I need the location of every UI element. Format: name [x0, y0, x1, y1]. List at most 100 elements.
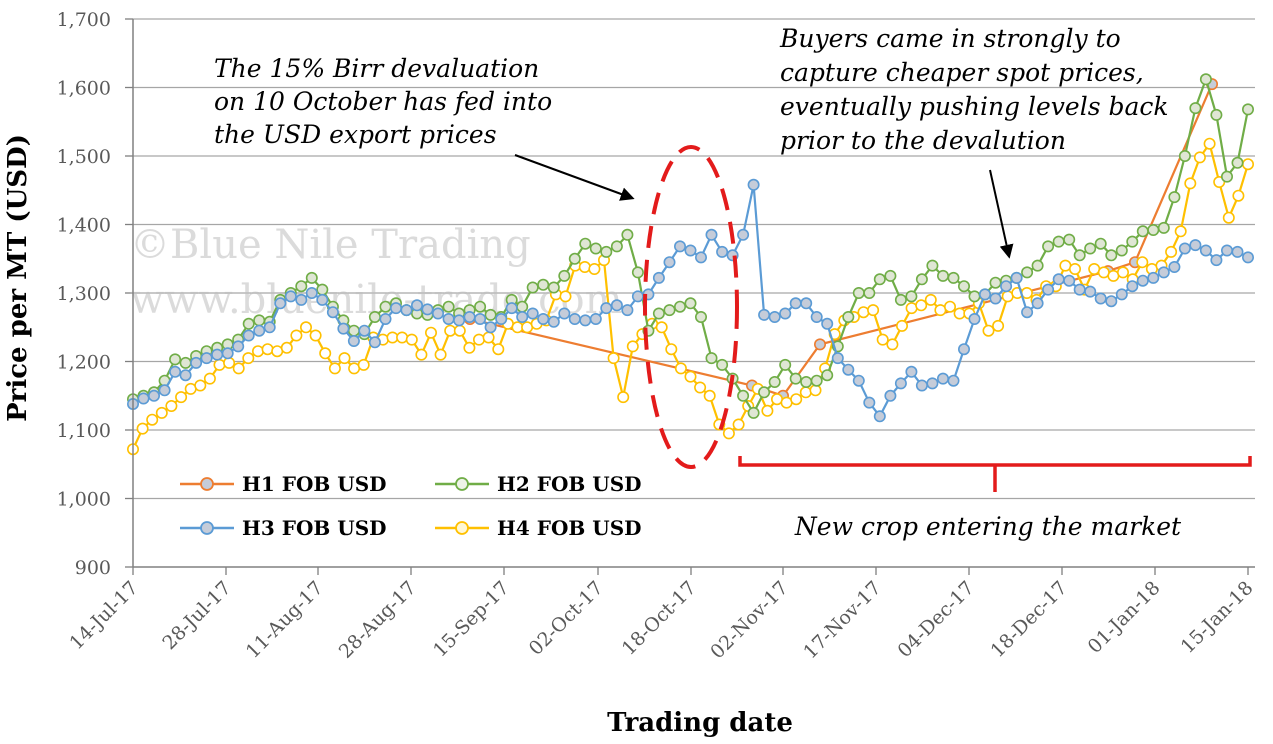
data-point-h4 [924, 293, 937, 306]
data-point-h3 [1242, 251, 1255, 264]
gridlines: 900 1,000 1,100 1,200 1,300 1,400 1,500 1,600 1,… [57, 9, 1255, 579]
data-point-h3 [410, 299, 423, 312]
data-point-h3 [442, 312, 455, 325]
x-tick-label: 15-Sep-17 [429, 577, 514, 662]
data-point-h2 [484, 308, 497, 321]
data-point-h3 [337, 322, 350, 335]
data-point-h4 [1242, 158, 1255, 171]
data-point-h4 [309, 329, 322, 342]
data-point-h3 [368, 336, 381, 349]
data-point-h2 [1063, 233, 1076, 246]
data-point-h2 [631, 266, 644, 279]
data-point-h3 [347, 334, 360, 347]
data-point-h4 [492, 343, 505, 356]
data-point-h2 [368, 310, 381, 323]
data-point-h4 [232, 362, 245, 375]
data-point-h4 [1069, 262, 1082, 275]
data-point-h4 [252, 345, 265, 358]
data-point-h2 [242, 317, 255, 330]
data-point-h4 [472, 333, 485, 346]
data-point-h4 [194, 379, 207, 392]
data-point-h3 [263, 321, 276, 334]
data-point-h4 [338, 352, 351, 365]
data-point-h4 [665, 343, 678, 356]
data-point-h2 [1168, 191, 1181, 204]
data-point-h3 [1221, 244, 1234, 257]
data-point-h3 [221, 347, 234, 360]
data-point-h3 [484, 321, 497, 334]
data-point-h4 [674, 362, 687, 375]
data-point-h3 [305, 286, 318, 299]
data-point-h2 [547, 281, 560, 294]
data-point-h2 [442, 300, 455, 313]
data-point-h3 [190, 356, 203, 369]
data-point-h3 [1105, 295, 1118, 308]
data-point-h3 [453, 314, 466, 327]
data-point-h3 [957, 343, 970, 356]
annotations: The 15% Birr devaluation on 10 October ha… [214, 24, 1252, 541]
data-point-h2 [347, 324, 360, 337]
data-point-h3 [610, 299, 623, 312]
data-point-h3 [1115, 288, 1128, 301]
data-point-h3 [810, 310, 823, 323]
highlight-ellipse [643, 145, 739, 469]
x-tick-label: 11-Aug-17 [242, 577, 328, 663]
data-point-h2 [516, 300, 529, 313]
legend-marker-h3 [200, 521, 214, 535]
data-point-h3 [579, 314, 592, 327]
data-point-h3 [1021, 306, 1034, 319]
data-point-h3 [295, 293, 308, 306]
data-point-h2 [1242, 103, 1255, 116]
data-point-h4 [1203, 137, 1216, 150]
data-point-h3 [148, 389, 161, 402]
data-point-h3 [894, 377, 907, 390]
annotation-buyers-line: prior to the devalution [780, 126, 1066, 155]
data-point-h3 [400, 304, 413, 317]
data-point-h3 [505, 302, 518, 315]
x-tick-label: 02-Nov-17 [706, 577, 792, 663]
data-point-h3 [1000, 280, 1013, 293]
data-point-h2 [905, 290, 918, 303]
legend-marker-h4 [455, 521, 469, 535]
data-point-h4 [1232, 189, 1245, 202]
data-point-h2 [968, 290, 981, 303]
data-point-h4 [617, 391, 630, 404]
data-point-h3 [526, 307, 539, 320]
data-point-h2 [1021, 266, 1034, 279]
y-tick-label: 900 [75, 557, 111, 579]
x-tick-label: 04-Dec-17 [893, 577, 978, 662]
data-point-h2 [758, 386, 771, 399]
data-point-h4 [136, 422, 149, 435]
data-point-h2 [474, 300, 487, 313]
data-point-h2 [1084, 242, 1097, 255]
data-point-h4 [626, 340, 639, 353]
watermark-line-1: ©Blue Nile Trading [130, 222, 531, 268]
data-point-h2 [936, 269, 949, 282]
data-point-h4 [1165, 245, 1178, 258]
legend: H1 FOB USD H2 FOB USD H3 FOB USD H4 FOB USD [180, 472, 642, 540]
data-point-h2 [652, 307, 665, 320]
data-point-h2 [768, 375, 781, 388]
data-point-h3 [737, 228, 750, 241]
data-point-h4 [694, 381, 707, 394]
data-point-h3 [431, 307, 444, 320]
data-point-h2 [852, 286, 865, 299]
data-point-h2 [1210, 108, 1223, 121]
y-axis-title: Price per MT (USD) [3, 134, 33, 422]
data-point-h3 [989, 292, 1002, 305]
data-point-h3 [694, 251, 707, 264]
data-point-h2 [842, 310, 855, 323]
data-point-h2 [600, 245, 613, 258]
data-point-h3 [179, 369, 192, 382]
data-point-h3 [1052, 273, 1065, 286]
data-point-h4 [261, 343, 274, 356]
data-point-h2 [1221, 170, 1234, 183]
data-point-h2 [926, 259, 939, 272]
data-point-h4 [155, 406, 168, 419]
data-point-h3 [789, 297, 802, 310]
data-point-h2 [694, 310, 707, 323]
data-point-h2 [821, 369, 834, 382]
y-tick-label: 1,200 [57, 352, 111, 374]
data-point-h4 [982, 324, 995, 337]
